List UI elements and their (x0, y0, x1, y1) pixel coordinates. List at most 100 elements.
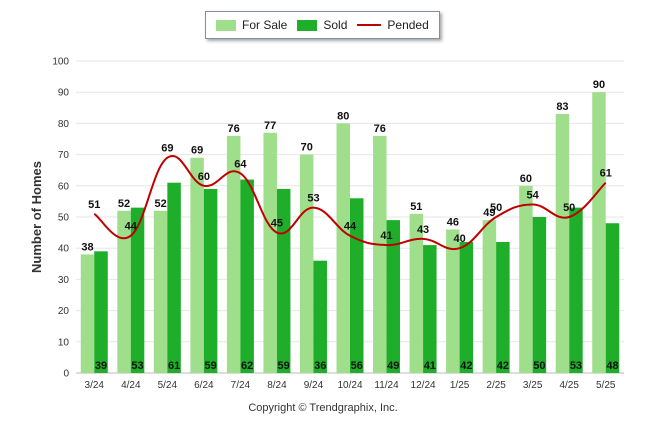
label-for-sale-2/25: 49 (483, 207, 495, 219)
label-sold-3/24: 39 (95, 360, 107, 372)
bar-for-sale-4/25 (555, 114, 570, 373)
label-pended-9/24: 53 (307, 193, 319, 205)
y-tick-label-20: 20 (58, 306, 70, 317)
label-sold-9/24: 36 (314, 360, 326, 372)
x-tick-label-6/24: 6/24 (194, 380, 214, 391)
label-for-sale-6/24: 69 (191, 145, 203, 157)
bar-sold-10/24 (350, 198, 364, 373)
label-for-sale-1/25: 46 (447, 216, 459, 228)
y-tick-label-100: 100 (52, 57, 69, 68)
label-for-sale-3/24: 38 (81, 241, 93, 253)
x-tick-label-4/24: 4/24 (121, 380, 141, 391)
label-pended-5/24: 69 (161, 143, 173, 155)
label-pended-7/24: 64 (234, 158, 247, 170)
y-tick-label-10: 10 (58, 337, 70, 348)
bar-sold-8/24 (276, 188, 291, 373)
x-tick-label-12/24: 12/24 (411, 380, 436, 391)
y-tick-label-70: 70 (58, 150, 70, 161)
label-for-sale-7/24: 76 (228, 123, 240, 135)
bar-sold-4/24 (130, 207, 145, 373)
label-for-sale-9/24: 70 (301, 142, 313, 154)
label-for-sale-5/24: 52 (154, 198, 166, 210)
bar-sold-7/24 (240, 179, 254, 373)
y-tick-label-90: 90 (58, 88, 70, 99)
label-sold-2/25: 42 (497, 360, 509, 372)
bar-sold-6/24 (203, 188, 218, 373)
label-sold-4/25: 53 (570, 360, 582, 372)
label-sold-3/25: 50 (533, 360, 545, 372)
label-for-sale-12/24: 51 (410, 201, 422, 213)
label-sold-4/24: 53 (131, 360, 143, 372)
bar-for-sale-6/24 (190, 157, 204, 373)
bar-sold-4/25 (569, 207, 583, 373)
x-tick-label-11/24: 11/24 (374, 380, 399, 391)
label-for-sale-8/24: 77 (264, 120, 276, 132)
pended-line (93, 154, 607, 251)
label-sold-10/24: 56 (351, 360, 363, 372)
legend-label-sold: Sold (323, 18, 348, 32)
label-for-sale-5/25: 90 (593, 79, 605, 91)
label-pended-1/25: 40 (453, 233, 465, 245)
label-pended-8/24: 45 (271, 218, 283, 230)
bar-for-sale-4/24 (117, 210, 131, 373)
bar-for-sale-12/24 (409, 213, 424, 373)
legend-item-pended[interactable]: Pended (357, 18, 429, 32)
x-tick-label-3/25: 3/25 (523, 380, 543, 391)
bar-for-sale-2/25 (482, 220, 497, 373)
bar-sold-11/24 (386, 220, 401, 373)
label-pended-4/25: 50 (563, 202, 575, 214)
x-tick-label-1/25: 1/25 (450, 380, 470, 391)
x-tick-label-8/24: 8/24 (267, 380, 287, 391)
y-tick-label-0: 0 (63, 369, 69, 380)
legend-swatch-pended (357, 24, 382, 26)
bar-for-sale-11/24 (373, 135, 387, 373)
bar-for-sale-5/25 (592, 92, 606, 373)
x-tick-label-3/24: 3/24 (85, 380, 105, 391)
bar-sold-5/25 (605, 223, 620, 373)
label-for-sale-4/24: 52 (118, 198, 130, 210)
y-tick-label-80: 80 (58, 119, 70, 130)
bar-for-sale-7/24 (226, 135, 241, 373)
label-sold-5/24: 61 (168, 360, 180, 372)
y-tick-label-60: 60 (58, 181, 70, 192)
x-tick-label-10/24: 10/24 (337, 380, 362, 391)
y-tick-label-50: 50 (58, 213, 70, 224)
bar-sold-12/24 (423, 245, 437, 373)
legend-swatch-for-sale (216, 19, 236, 31)
label-pended-2/25: 50 (490, 202, 502, 214)
copyright-text: Copyright © Trendgraphix, Inc. (248, 402, 398, 414)
bar-sold-3/24 (94, 251, 108, 373)
label-pended-11/24: 41 (380, 230, 392, 242)
label-pended-10/24: 44 (344, 221, 357, 233)
label-sold-6/24: 59 (204, 360, 216, 372)
label-for-sale-3/25: 60 (520, 173, 532, 185)
x-tick-label-2/25: 2/25 (486, 380, 506, 391)
pended-line-group (93, 154, 607, 251)
label-pended-6/24: 60 (198, 171, 210, 183)
x-tick-label-7/24: 7/24 (231, 380, 251, 391)
y-axis-ticks: 0 10 20 30 40 50 60 70 80 90 100 (52, 57, 69, 380)
y-tick-label-30: 30 (58, 275, 70, 286)
bar-for-sale-8/24 (263, 132, 277, 373)
bar-for-sale-10/24 (336, 123, 350, 374)
bar-sold-5/24 (167, 182, 181, 373)
legend-item-for-sale[interactable]: For Sale (216, 18, 287, 32)
x-tick-label-5/25: 5/25 (596, 380, 616, 391)
x-tick-label-9/24: 9/24 (304, 380, 324, 391)
legend: For Sale Sold Pended (205, 11, 440, 39)
bar-for-sale-3/24 (80, 254, 95, 373)
bars (80, 92, 620, 374)
label-sold-12/24: 41 (424, 360, 436, 372)
x-axis-ticks: 3/24 4/24 5/24 6/24 7/24 8/24 9/24 10/24 11/24 12… (85, 380, 616, 391)
label-pended-4/24: 44 (125, 221, 138, 233)
legend-label-for-sale: For Sale (242, 18, 288, 32)
bar-for-sale-3/25 (519, 185, 533, 373)
bar-sold-9/24 (313, 260, 327, 373)
label-pended-3/25: 54 (527, 190, 540, 202)
legend-item-sold[interactable]: Sold (297, 18, 347, 32)
label-for-sale-10/24: 80 (337, 110, 349, 122)
label-for-sale-4/25: 83 (556, 101, 568, 113)
y-axis-label: Number of Homes (29, 161, 44, 273)
bar-for-sale-5/24 (153, 210, 168, 373)
